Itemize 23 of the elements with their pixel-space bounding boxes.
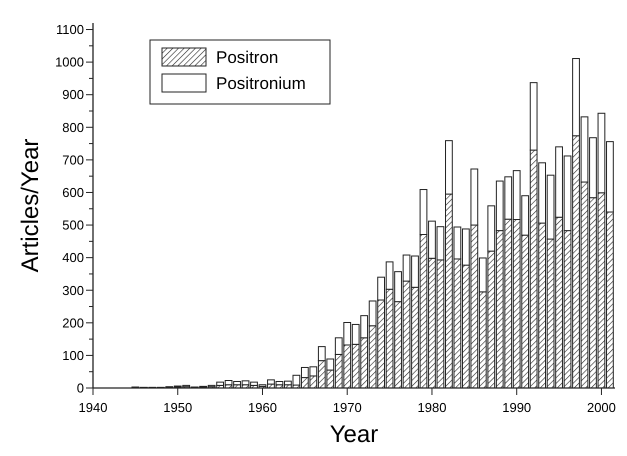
- y-tick-label: 300: [62, 282, 84, 298]
- x-tick-label: 1960: [248, 400, 277, 415]
- x-tick-label: 2000: [586, 400, 616, 415]
- y-tick-label: 0: [76, 380, 84, 396]
- y-tick-label: 700: [62, 152, 84, 168]
- x-tick-label: 1980: [418, 400, 446, 415]
- x-tick-label: 1950: [163, 400, 192, 415]
- legend-label: Positronium: [216, 74, 306, 93]
- y-tick-label: 400: [62, 250, 84, 266]
- y-tick-label: 1000: [55, 54, 84, 70]
- x-tick-label: 1990: [502, 400, 532, 415]
- y-tick-label: 200: [62, 315, 84, 330]
- y-tick-label: 500: [62, 218, 84, 233]
- y-tick-label: 100: [62, 348, 84, 363]
- legend-label: Positron: [216, 48, 278, 67]
- x-axis-title: Year: [330, 421, 378, 448]
- y-axis-title: Articles/Year: [17, 138, 44, 272]
- x-tick-label: 1970: [332, 400, 362, 415]
- y-tick-label: 900: [62, 87, 84, 102]
- y-tick-label: 800: [62, 120, 84, 135]
- x-tick-label: 1940: [78, 400, 108, 415]
- y-tick-label: 1100: [56, 22, 84, 38]
- y-tick-label: 600: [62, 185, 84, 200]
